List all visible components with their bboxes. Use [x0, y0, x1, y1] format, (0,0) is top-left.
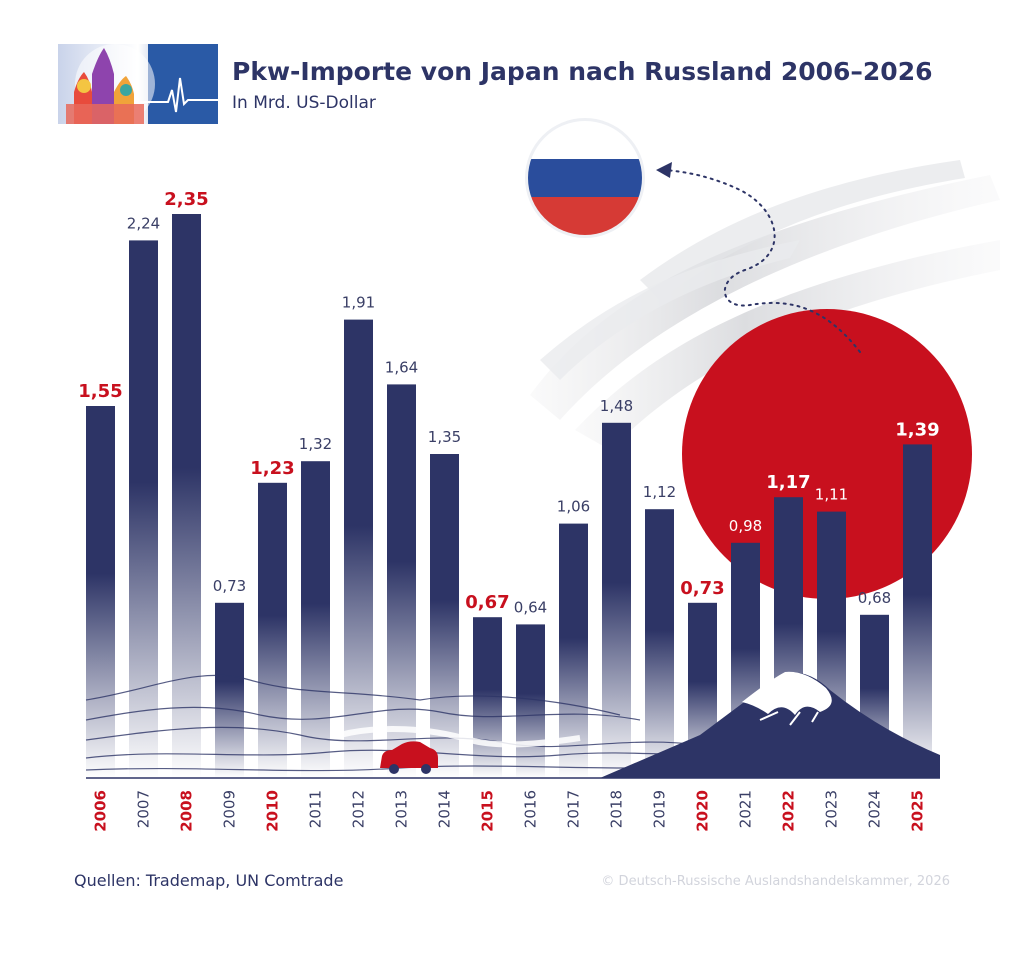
japan-sun-circle — [682, 309, 972, 599]
bar-2016 — [516, 624, 545, 778]
x-label-2025: 2025 — [909, 790, 927, 832]
russia-flag-icon — [525, 118, 645, 238]
x-label-2009: 2009 — [221, 790, 239, 828]
x-label-2014: 2014 — [436, 790, 454, 828]
value-label-2018: 1,48 — [600, 397, 633, 415]
x-label-2008: 2008 — [178, 790, 196, 832]
value-label-2021: 0,98 — [729, 517, 762, 535]
value-label-2012: 1,91 — [342, 294, 375, 312]
bar-2025 — [903, 444, 932, 778]
x-label-2007: 2007 — [135, 790, 153, 828]
bar-2009 — [215, 602, 244, 778]
x-label-2020: 2020 — [694, 790, 712, 832]
bar-2012 — [344, 319, 373, 778]
bar-2006 — [86, 406, 115, 778]
dotted-arrow — [656, 162, 861, 353]
x-label-2021: 2021 — [737, 790, 755, 828]
x-label-2023: 2023 — [823, 790, 841, 828]
car-icon — [380, 741, 438, 774]
x-label-2012: 2012 — [350, 790, 368, 828]
value-label-2013: 1,64 — [385, 358, 418, 376]
value-label-2015: 0,67 — [465, 592, 509, 613]
value-labels: 1,55 2,242,35 0,73 1,23 1,32 1,91 1,64 1,35 0,67… — [78, 189, 939, 616]
value-label-2025: 1,39 — [895, 419, 939, 440]
x-label-2024: 2024 — [866, 790, 884, 828]
bar-2015 — [473, 617, 502, 778]
value-label-2019: 1,12 — [643, 483, 676, 501]
value-label-2017: 1,06 — [557, 498, 590, 516]
x-label-2013: 2013 — [393, 790, 411, 828]
value-label-2024: 0,68 — [858, 589, 891, 607]
x-axis-labels: 2006 2007 2008 2009 2010 2011 2012 2013 2014 2015… — [92, 790, 927, 832]
bar-2008 — [172, 214, 201, 778]
value-label-2011: 1,32 — [299, 435, 332, 453]
value-label-2023: 1,11 — [815, 486, 848, 504]
x-label-2010: 2010 — [264, 790, 282, 832]
x-label-2017: 2017 — [565, 790, 583, 828]
x-label-2011: 2011 — [307, 790, 325, 828]
bar-2011 — [301, 461, 330, 778]
value-label-2010: 1,23 — [250, 458, 294, 479]
value-label-2007: 2,24 — [127, 214, 160, 232]
bar-2010 — [258, 482, 287, 778]
bar-2013 — [387, 384, 416, 778]
chart-title: Pkw-Importe von Japan nach Russland 2006… — [232, 57, 933, 86]
value-label-2008: 2,35 — [164, 189, 208, 210]
x-label-2006: 2006 — [92, 790, 110, 832]
x-label-2018: 2018 — [608, 790, 626, 828]
x-label-2016: 2016 — [522, 790, 540, 828]
chart-subtitle: In Mrd. US-Dollar — [232, 93, 376, 113]
logo — [58, 44, 218, 124]
x-label-2019: 2019 — [651, 790, 669, 828]
bar-2017 — [559, 523, 588, 778]
value-label-2014: 1,35 — [428, 428, 461, 446]
landscape — [85, 671, 941, 778]
x-label-2022: 2022 — [780, 790, 798, 832]
value-label-2009: 0,73 — [213, 577, 246, 595]
value-label-2006: 1,55 — [78, 381, 122, 402]
value-label-2016: 0,64 — [514, 598, 547, 616]
brush-strokes — [530, 160, 1000, 450]
copyright-note: © Deutsch-Russische Auslandshandelskamme… — [601, 874, 950, 889]
bar-2014 — [430, 454, 459, 778]
bar-2019 — [645, 509, 674, 778]
x-label-2015: 2015 — [479, 790, 497, 832]
bar-2007 — [129, 240, 158, 778]
value-label-2022: 1,17 — [766, 472, 810, 493]
value-label-2020: 0,73 — [680, 578, 724, 599]
source-note: Quellen: Trademap, UN Comtrade — [74, 871, 344, 890]
bar-2018 — [602, 422, 631, 778]
